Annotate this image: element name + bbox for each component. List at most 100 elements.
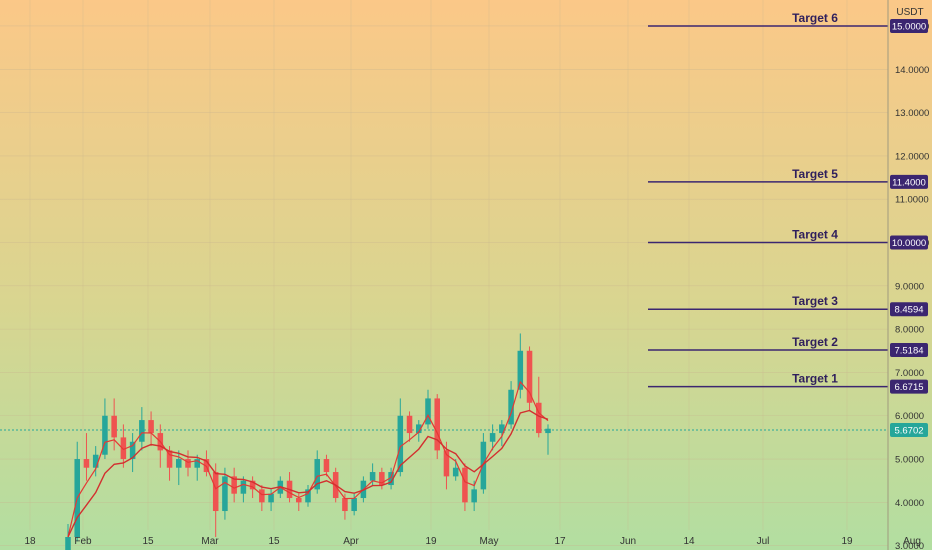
candle	[388, 467, 394, 490]
candle	[222, 467, 228, 520]
candle	[65, 524, 71, 555]
candle	[416, 420, 422, 442]
candle	[305, 485, 311, 507]
x-tick-label: 15	[142, 536, 154, 547]
candle-body	[268, 493, 274, 503]
candle	[259, 485, 265, 512]
current-price-tag	[890, 423, 928, 438]
candle-body	[369, 472, 376, 481]
candle	[517, 333, 524, 399]
candle	[83, 433, 90, 481]
candle-body	[194, 459, 200, 468]
candle	[120, 424, 127, 468]
target-name: Target 3	[792, 294, 838, 308]
y-tick-label: 12.0000	[895, 151, 929, 162]
candle-body	[452, 467, 459, 477]
candle-body	[129, 441, 136, 460]
candle-body	[212, 472, 219, 512]
candle	[452, 459, 459, 481]
candle-body	[111, 415, 117, 438]
candle-body	[323, 459, 330, 473]
candle-body	[92, 454, 99, 468]
candle-body	[517, 350, 524, 390]
candle-body	[240, 480, 247, 494]
candle-body	[203, 459, 210, 473]
candle-body	[443, 450, 450, 477]
target-price-tag	[890, 342, 928, 357]
candle-body	[222, 476, 228, 512]
candle	[194, 454, 200, 481]
y-tick-label: 4.0000	[895, 498, 924, 509]
x-tick-label: Jun	[620, 536, 636, 547]
candle	[508, 381, 514, 429]
candle-body	[471, 489, 477, 503]
candle-body	[545, 428, 551, 434]
candle	[129, 433, 136, 473]
candle-body	[462, 467, 468, 503]
candle-body	[314, 459, 320, 490]
candle-body	[480, 441, 487, 490]
candle	[434, 394, 440, 460]
target-price-tag	[890, 302, 928, 317]
current-price-label: 5.6702	[894, 426, 923, 437]
target-name: Target 2	[792, 335, 838, 349]
candle-body	[499, 424, 505, 434]
candle	[212, 463, 219, 538]
x-tick-label: Feb	[74, 536, 92, 547]
candle	[296, 493, 302, 512]
candle	[92, 446, 99, 477]
x-tick-label: 19	[425, 536, 437, 547]
target-name: Target 4	[792, 228, 838, 242]
y-tick-label: 5.0000	[895, 455, 924, 466]
x-tick-label: 18	[24, 536, 36, 547]
target-price-label: 15.0000	[892, 21, 926, 32]
candle	[425, 389, 431, 429]
y-tick-label: 11.0000	[895, 195, 929, 206]
currency-label: USDT	[896, 7, 923, 18]
x-tick-label: Jul	[757, 536, 770, 547]
candle-body	[83, 459, 90, 468]
x-tick-label: Mar	[201, 536, 219, 547]
target-price-tag	[890, 174, 928, 189]
candle-body	[259, 489, 265, 503]
x-tick-label: 14	[683, 536, 695, 547]
candle-body	[397, 415, 404, 473]
candle-body	[148, 420, 154, 434]
moving-average-slow	[67, 409, 549, 538]
candle-body	[489, 433, 496, 442]
candle	[536, 376, 542, 438]
target-price-label: 10.0000	[892, 238, 926, 249]
candle	[268, 489, 274, 512]
candle-body	[526, 350, 533, 403]
y-tick-label: 8.0000	[895, 325, 924, 336]
target-name: Target 5	[792, 167, 838, 181]
x-tick-label: 15	[268, 536, 280, 547]
candle-body	[249, 480, 256, 490]
candle-body	[231, 476, 237, 494]
candle	[526, 346, 533, 412]
candle	[176, 450, 182, 486]
target-price-tag	[890, 235, 928, 250]
target-price-label: 11.4000	[892, 177, 926, 188]
target-price-label: 6.6715	[894, 382, 923, 393]
candle	[314, 450, 320, 494]
candle	[148, 411, 154, 447]
candle	[102, 398, 108, 460]
candle-body	[185, 459, 191, 468]
target-price-tag	[890, 379, 928, 394]
candle	[231, 467, 237, 503]
target-price-label: 7.5184	[894, 345, 923, 356]
candle-body	[305, 489, 311, 503]
candle	[397, 398, 404, 477]
candle	[185, 450, 191, 477]
candle	[139, 407, 145, 451]
candle	[545, 424, 551, 455]
candle-body	[102, 415, 108, 455]
x-tick-label: May	[480, 536, 499, 547]
candle	[499, 420, 505, 447]
moving-average-fast	[67, 380, 549, 538]
candle	[323, 454, 330, 477]
candle-body	[406, 415, 413, 434]
candle-body	[351, 498, 357, 512]
